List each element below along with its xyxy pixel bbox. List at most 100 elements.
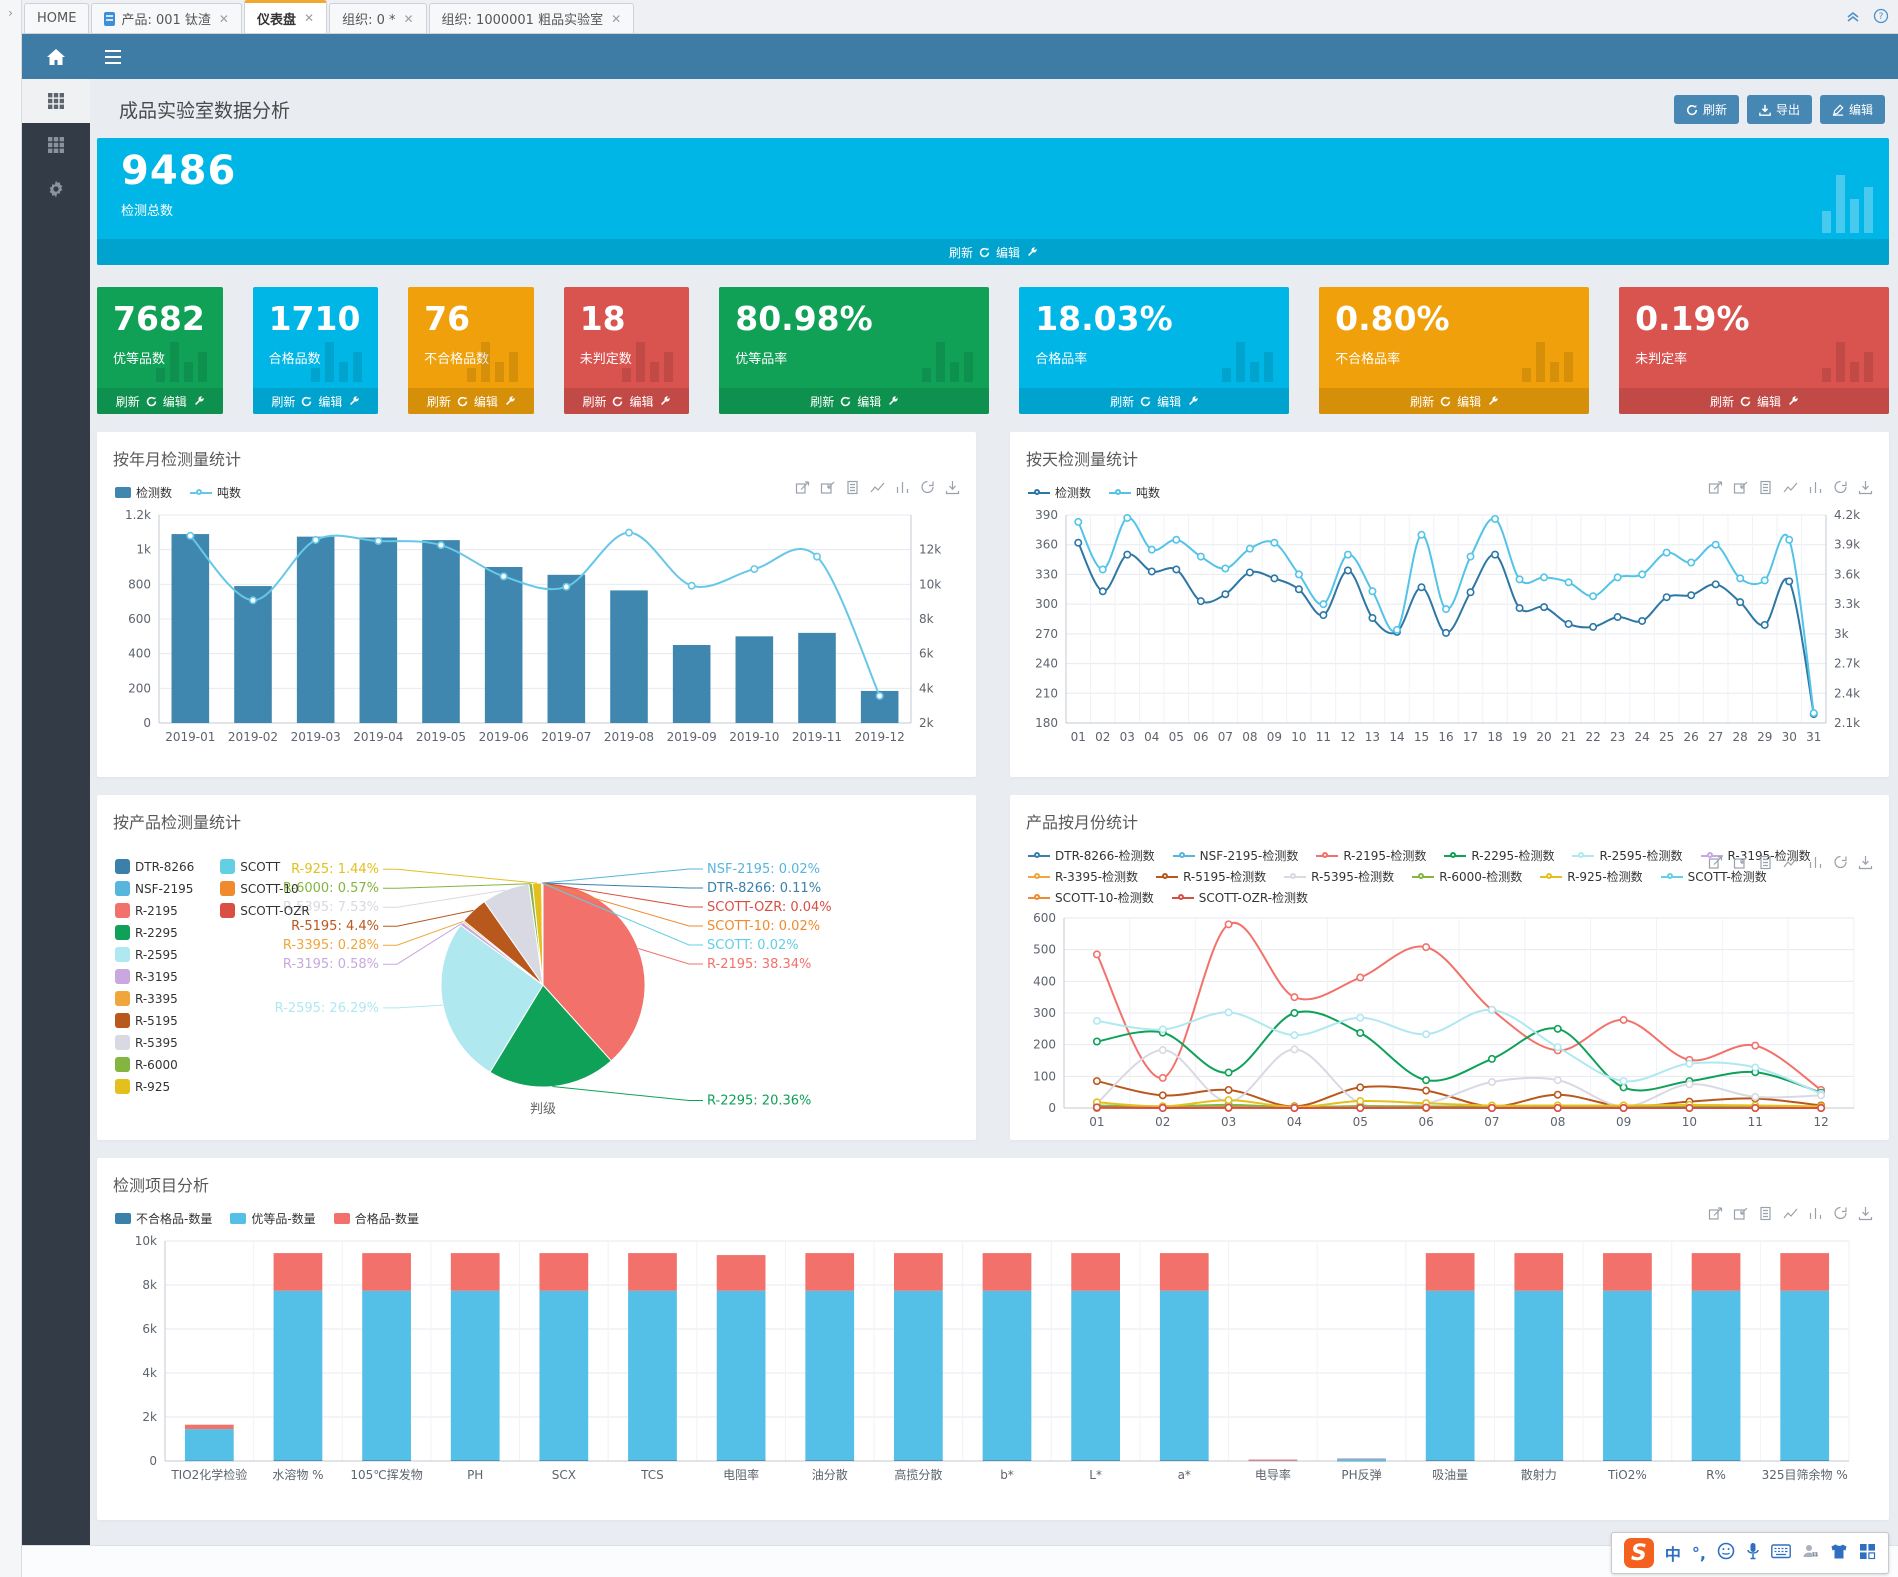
edit-label[interactable]: 编辑 bbox=[857, 394, 882, 409]
sidebar-item-settings[interactable] bbox=[22, 167, 90, 211]
legend-item-DTR-8266-检测数[interactable]: DTR-8266-检测数 bbox=[1028, 847, 1155, 864]
ime-user-icon[interactable]: 11 bbox=[1802, 1543, 1819, 1564]
refresh-label[interactable]: 刷新 bbox=[115, 394, 140, 409]
toolbox-restore-icon[interactable] bbox=[920, 480, 935, 495]
toolbox-line-switch-icon[interactable] bbox=[1783, 855, 1798, 870]
kpi-card-footer[interactable]: 刷新 编辑 bbox=[408, 388, 534, 414]
legend-item-R-925-检测数[interactable]: R-925-检测数 bbox=[1540, 868, 1643, 885]
toolbox-data-view-icon[interactable] bbox=[1758, 855, 1773, 870]
kpi-card-footer[interactable]: 刷新 编辑 bbox=[1019, 388, 1290, 414]
edit-label[interactable]: 编辑 bbox=[162, 394, 187, 409]
kpi-hero-footer[interactable]: 刷新 编辑 bbox=[97, 239, 1889, 265]
toolbox-line-switch-icon[interactable] bbox=[1783, 480, 1798, 495]
toolbox-save-image-icon[interactable] bbox=[1858, 855, 1873, 870]
toolbox-zoom-reset-icon[interactable] bbox=[820, 480, 835, 495]
tab-dashboard[interactable]: 仪表盘 ✕ bbox=[243, 0, 328, 33]
refresh-label[interactable]: 刷新 bbox=[810, 394, 835, 409]
menu-toggle-button[interactable] bbox=[104, 49, 122, 64]
tab-home[interactable]: HOME bbox=[24, 3, 90, 33]
legend-item-NSF-2195[interactable]: NSF-2195 bbox=[115, 881, 194, 896]
edit-label[interactable]: 编辑 bbox=[473, 394, 498, 409]
daily-chart[interactable]: 180 2.1k 210 2.4k 240 2.7k 270 3k 300 3.3k 330 3.6k… bbox=[1026, 505, 1872, 753]
toolbox-restore-icon[interactable] bbox=[1833, 480, 1848, 495]
close-icon[interactable]: ✕ bbox=[304, 11, 315, 25]
legend-item-R-5195-检测数[interactable]: R-5195-检测数 bbox=[1156, 868, 1266, 885]
kpi-card-footer[interactable]: 刷新 编辑 bbox=[719, 388, 990, 414]
toolbox-save-image-icon[interactable] bbox=[945, 480, 960, 495]
ime-mic-icon[interactable] bbox=[1746, 1542, 1760, 1564]
legend-item-R-5395-检测数[interactable]: R-5395-检测数 bbox=[1284, 868, 1394, 885]
ime-menu-grid-icon[interactable] bbox=[1859, 1543, 1876, 1564]
toolbox-bar-switch-icon[interactable] bbox=[1808, 480, 1823, 495]
refresh-button[interactable]: 刷新 bbox=[1673, 95, 1739, 124]
legend-item-检测数[interactable]: 检测数 bbox=[1028, 484, 1091, 501]
toolbox-data-view-icon[interactable] bbox=[1758, 480, 1773, 495]
tab-org-0[interactable]: 组织: 0 * ✕ bbox=[329, 3, 427, 33]
legend-item-R-3395-检测数[interactable]: R-3395-检测数 bbox=[1028, 868, 1138, 885]
edit-label[interactable]: 编辑 bbox=[1757, 394, 1782, 409]
legend-item-R-5195[interactable]: R-5195 bbox=[115, 1013, 194, 1028]
legend-item-优等品-数量[interactable]: 优等品-数量 bbox=[230, 1210, 316, 1227]
refresh-label[interactable]: 刷新 bbox=[426, 394, 451, 409]
toolbox-zoom-icon[interactable] bbox=[1708, 480, 1723, 495]
legend-item-SCOTT-10[interactable]: SCOTT-10 bbox=[220, 881, 309, 896]
product-pie-chart[interactable]: R-925: 1.44% R-6000: 0.57% R-5395: 7.53% R-… bbox=[113, 837, 959, 1129]
legend-item-合格品-数量[interactable]: 合格品-数量 bbox=[333, 1210, 419, 1227]
toolbox-zoom-reset-icon[interactable] bbox=[1733, 480, 1748, 495]
toolbox-bar-switch-icon[interactable] bbox=[895, 480, 910, 495]
ime-skin-icon[interactable] bbox=[1830, 1543, 1848, 1564]
legend-item-R-2195[interactable]: R-2195 bbox=[115, 903, 194, 918]
legend-item-SCOTT-OZR[interactable]: SCOTT-OZR bbox=[220, 903, 310, 918]
legend-item-R-2295[interactable]: R-2295 bbox=[115, 925, 194, 940]
legend-item-R-3195[interactable]: R-3195 bbox=[115, 969, 194, 984]
toolbox-bar-switch-icon[interactable] bbox=[1808, 855, 1823, 870]
toolbox-save-image-icon[interactable] bbox=[1858, 1206, 1873, 1221]
kpi-card-footer[interactable]: 刷新 编辑 bbox=[97, 388, 223, 414]
refresh-label[interactable]: 刷新 bbox=[271, 394, 296, 409]
toolbox-zoom-reset-icon[interactable] bbox=[1733, 855, 1748, 870]
ime-emoji-icon[interactable] bbox=[1717, 1542, 1735, 1564]
legend-item-吨数[interactable]: 吨数 bbox=[1109, 484, 1160, 501]
toolbox-zoom-reset-icon[interactable] bbox=[1733, 1206, 1748, 1221]
export-button[interactable]: 导出 bbox=[1746, 95, 1812, 124]
ime-lang-toggle[interactable]: 中 bbox=[1664, 1545, 1681, 1564]
ime-keyboard-icon[interactable] bbox=[1771, 1543, 1791, 1563]
legend-item-NSF-2195-检测数[interactable]: NSF-2195-检测数 bbox=[1172, 847, 1298, 864]
home-button[interactable] bbox=[22, 48, 90, 66]
toolbox-data-view-icon[interactable] bbox=[845, 480, 860, 495]
refresh-label[interactable]: 刷新 bbox=[1710, 394, 1735, 409]
refresh-label[interactable]: 刷新 bbox=[948, 245, 973, 260]
legend-item-R-2295-检测数[interactable]: R-2295-检测数 bbox=[1444, 847, 1554, 864]
toolbox-restore-icon[interactable] bbox=[1833, 855, 1848, 870]
close-icon[interactable]: ✕ bbox=[403, 11, 414, 26]
edit-button[interactable]: 编辑 bbox=[1819, 95, 1885, 124]
pie-slice-R-2595[interactable] bbox=[440, 924, 544, 1073]
legend-item-R-5395[interactable]: R-5395 bbox=[115, 1035, 194, 1050]
edit-label[interactable]: 编辑 bbox=[1157, 394, 1182, 409]
refresh-label[interactable]: 刷新 bbox=[582, 394, 607, 409]
toolbox-bar-switch-icon[interactable] bbox=[1808, 1206, 1823, 1221]
toolbox-save-image-icon[interactable] bbox=[1858, 480, 1873, 495]
tab-product-001[interactable]: 产品: 001 钛渣 ✕ bbox=[91, 3, 242, 33]
sidebar-item-dashboard[interactable] bbox=[22, 79, 90, 123]
legend-item-SCOTT-OZR-检测数[interactable]: SCOTT-OZR-检测数 bbox=[1171, 889, 1308, 906]
product-monthly-chart[interactable]: 0 100 200 300 400 500 600 01 02 03 04 05 06 07 08 09 10 1… bbox=[1026, 910, 1872, 1134]
monthly-chart[interactable]: 0 2k 200 4k 400 6k 600 8k 800 10k 1k 12k 1.2k 2019-01… bbox=[113, 505, 959, 753]
toolbox-line-switch-icon[interactable] bbox=[1783, 1206, 1798, 1221]
help-icon[interactable]: ? bbox=[1873, 8, 1889, 28]
legend-item-R-925[interactable]: R-925 bbox=[115, 1079, 194, 1094]
edit-label[interactable]: 编辑 bbox=[1457, 394, 1482, 409]
legend-item-检测数[interactable]: 检测数 bbox=[115, 484, 172, 501]
item-analysis-chart[interactable]: 0 2k 4k 6k 8k 10k TIO2化学检验 水溶物 % 105℃挥发物 PH SCX TCS… bbox=[113, 1231, 1873, 1493]
edit-label[interactable]: 编辑 bbox=[318, 394, 343, 409]
legend-item-SCOTT-检测数[interactable]: SCOTT-检测数 bbox=[1660, 868, 1767, 885]
toolbox-zoom-icon[interactable] bbox=[795, 480, 810, 495]
kpi-card-footer[interactable]: 刷新 编辑 bbox=[1619, 388, 1889, 414]
toolbox-zoom-icon[interactable] bbox=[1708, 1206, 1723, 1221]
sidebar-item-modules[interactable] bbox=[22, 123, 90, 167]
legend-item-R-6000[interactable]: R-6000 bbox=[115, 1057, 194, 1072]
tab-org-1000001[interactable]: 组织: 1000001 粗品实验室 ✕ bbox=[428, 3, 635, 33]
refresh-label[interactable]: 刷新 bbox=[1410, 394, 1435, 409]
legend-item-R-6000-检测数[interactable]: R-6000-检测数 bbox=[1412, 868, 1522, 885]
legend-item-SCOTT[interactable]: SCOTT bbox=[220, 859, 309, 874]
